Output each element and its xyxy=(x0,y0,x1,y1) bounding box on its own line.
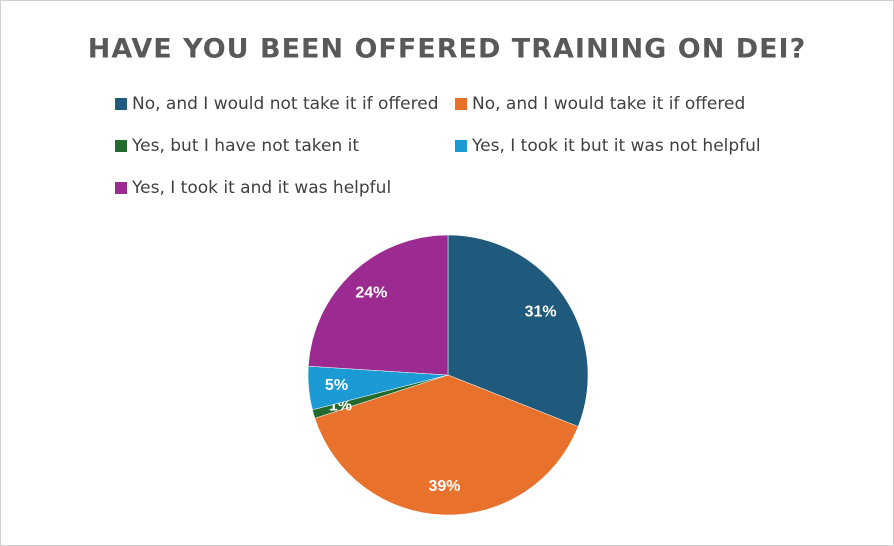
legend-swatch xyxy=(455,140,467,152)
chart-title: HAVE YOU BEEN OFFERED TRAINING ON DEI? xyxy=(88,34,807,65)
legend-label: Yes, but I have not taken it xyxy=(131,136,359,156)
legend-swatch xyxy=(115,140,127,152)
data-label: 39% xyxy=(428,478,460,495)
data-label: 5% xyxy=(325,377,348,394)
data-label: 31% xyxy=(525,303,557,320)
legend-label: No, and I would take it if offered xyxy=(472,94,745,114)
legend-label: No, and I would not take it if offered xyxy=(132,94,439,114)
pie-slice xyxy=(308,234,449,376)
data-label: 24% xyxy=(355,285,387,302)
pie-slice xyxy=(314,374,579,516)
legend-swatch xyxy=(115,98,127,110)
legend-label: Yes, I took it and it was helpful xyxy=(131,178,391,198)
legend-label: Yes, I took it but it was not helpful xyxy=(471,136,761,156)
legend-swatch xyxy=(455,98,467,110)
legend-swatch xyxy=(115,182,127,194)
pie-slice xyxy=(447,234,589,427)
